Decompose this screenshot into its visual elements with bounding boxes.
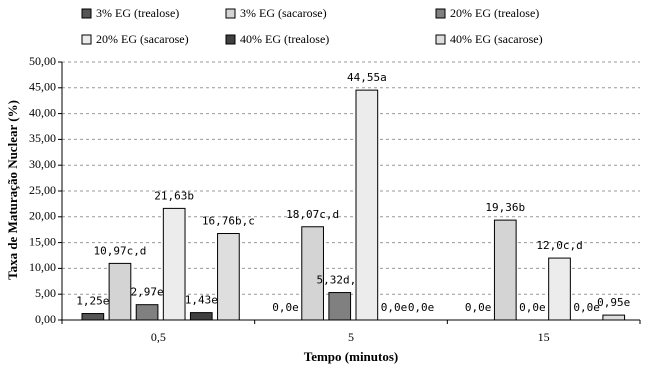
x-tick-label: 5 xyxy=(348,330,354,344)
legend-label: 40% EG (sacarose) xyxy=(450,32,543,46)
y-tick-label: 35,00 xyxy=(29,131,56,145)
legend-label: 20% EG (sacarose) xyxy=(96,32,189,46)
legend-label: 3% EG (sacarose) xyxy=(240,6,327,20)
value-label: 0,0e xyxy=(573,301,600,314)
bar xyxy=(162,207,186,321)
y-tick-label: 20,00 xyxy=(29,209,56,223)
legend-label: 3% EG (trealose) xyxy=(96,6,179,20)
legend-swatch xyxy=(435,34,446,45)
bar xyxy=(602,314,626,321)
bar xyxy=(328,292,352,321)
y-tick-label: 50,00 xyxy=(29,54,56,68)
bar xyxy=(189,312,213,321)
value-label: 5,32d,e xyxy=(317,274,363,287)
legend-label: 40% EG (trealose) xyxy=(240,32,329,46)
value-label: 19,36b xyxy=(485,201,525,214)
y-tick-label: 10,00 xyxy=(29,260,56,274)
value-label: 21,63b xyxy=(154,189,194,202)
x-tick-label: 15 xyxy=(538,330,550,344)
legend-swatch xyxy=(81,8,92,19)
value-label: 0,0e xyxy=(381,301,408,314)
y-tick-label: 30,00 xyxy=(29,157,56,171)
value-label: 10,97c,d xyxy=(93,244,146,257)
bar xyxy=(493,219,517,321)
bar xyxy=(548,257,571,321)
y-tick-label: 5,00 xyxy=(35,286,56,300)
y-tick-label: 15,00 xyxy=(29,234,56,248)
bar xyxy=(217,233,240,321)
value-label: 0,0e xyxy=(519,301,546,314)
legend-swatch xyxy=(81,34,92,45)
value-label: 12,0c,d xyxy=(536,239,582,252)
value-label: 1,25e xyxy=(76,295,109,308)
legend-label: 20% EG (trealose) xyxy=(450,6,539,20)
bar xyxy=(108,262,132,321)
y-axis-label: Taxa de Maturação Nuclear (%) xyxy=(5,100,20,280)
y-tick-label: 45,00 xyxy=(29,80,56,94)
y-tick-label: 0,00 xyxy=(35,312,56,326)
value-label: 0,95e xyxy=(597,296,630,309)
value-label: 44,55a xyxy=(347,71,387,84)
y-tick-label: 40,00 xyxy=(29,105,56,119)
bar xyxy=(81,313,105,321)
value-label: 16,76b,c xyxy=(202,215,255,228)
x-tick-label: 0,5 xyxy=(151,330,166,344)
bar xyxy=(355,89,379,321)
value-label: 0,0e xyxy=(408,301,435,314)
value-label: 0,0e xyxy=(272,301,299,314)
bar xyxy=(301,226,324,321)
value-label: 18,07c,d xyxy=(286,208,339,221)
value-label: 0,0e xyxy=(465,301,492,314)
legend-swatch xyxy=(225,34,236,45)
bar xyxy=(135,304,159,321)
value-label: 1,43e xyxy=(185,294,218,307)
value-label: 2,97e xyxy=(131,286,164,299)
x-axis-label: Tempo (minutos) xyxy=(304,349,399,364)
legend-swatch xyxy=(435,8,446,19)
y-tick-label: 25,00 xyxy=(29,183,56,197)
legend-swatch xyxy=(225,8,236,19)
